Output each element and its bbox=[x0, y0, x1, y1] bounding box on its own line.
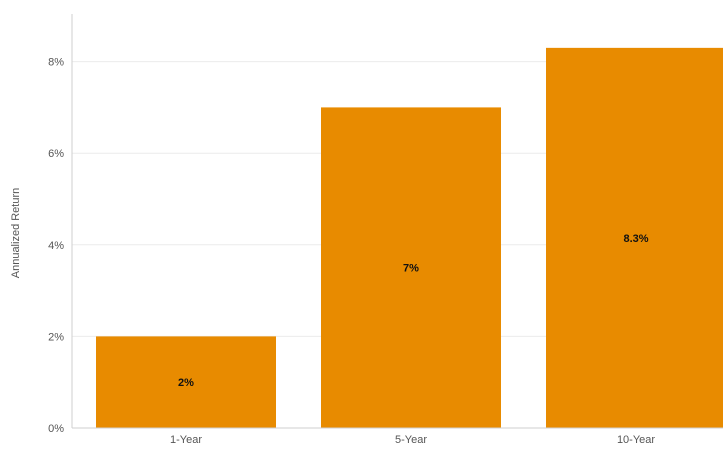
y-tick-label: 2% bbox=[48, 331, 64, 343]
bar-data-label: 2% bbox=[178, 377, 194, 389]
bar-data-label: 8.3% bbox=[623, 233, 648, 245]
bar-layer bbox=[96, 47, 723, 429]
x-tick-label: 10-Year bbox=[617, 434, 655, 446]
y-axis-title: Annualized Return bbox=[10, 188, 22, 279]
bar-1-year bbox=[96, 336, 276, 428]
bar-data-label: 7% bbox=[403, 263, 419, 275]
axis-layer: 0% 2% 4% 6% 8% 1-Year 5-Year 10-Year bbox=[48, 14, 723, 446]
x-tick-label: 1-Year bbox=[170, 434, 202, 446]
bar-5-year bbox=[321, 107, 501, 429]
x-tick-label: 5-Year bbox=[395, 434, 427, 446]
y-tick-label: 8% bbox=[48, 57, 64, 69]
bar-10-year bbox=[546, 47, 723, 429]
y-tick-label: 4% bbox=[48, 240, 64, 252]
y-tick-label: 6% bbox=[48, 148, 64, 160]
label-layer: 2% 7% 8.3% bbox=[178, 233, 649, 389]
y-tick-label: 0% bbox=[48, 423, 64, 435]
